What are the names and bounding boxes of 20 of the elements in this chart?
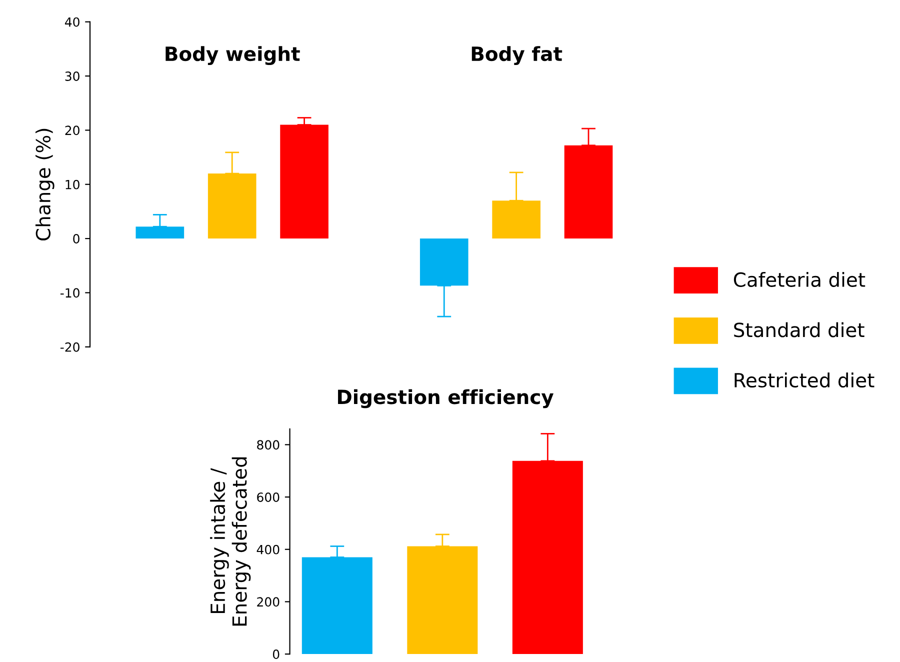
y-tick-label: -10 <box>60 288 80 298</box>
y-tick-label: 600 <box>257 492 280 502</box>
x-tick-label: Body weight <box>166 46 300 66</box>
y-tick-label: 0 <box>73 234 80 244</box>
y-axis-title: Change (%) <box>35 128 54 240</box>
legend-label: Restricted diet <box>734 372 874 388</box>
chart-title: Digestion efficiency <box>338 389 554 408</box>
y-tick-label: 40 <box>64 17 80 27</box>
y-tick-label: 20 <box>65 126 80 136</box>
y-tick-label: -20 <box>60 342 80 352</box>
y-tick-label: 400 <box>256 544 280 554</box>
legend-label: Standard diet <box>734 322 864 338</box>
y-tick-label: 800 <box>257 440 280 450</box>
y-tick-label: 30 <box>65 71 80 81</box>
y-tick-label: 10 <box>66 180 80 190</box>
y-tick-label: 0 <box>272 650 280 659</box>
y-axis-title: Energy intake / Energy defecated <box>210 457 251 626</box>
y-tick-label: 200 <box>257 597 280 607</box>
legend-label: Cafeteria diet <box>734 272 866 288</box>
x-tick-label: Body fat <box>472 46 562 66</box>
